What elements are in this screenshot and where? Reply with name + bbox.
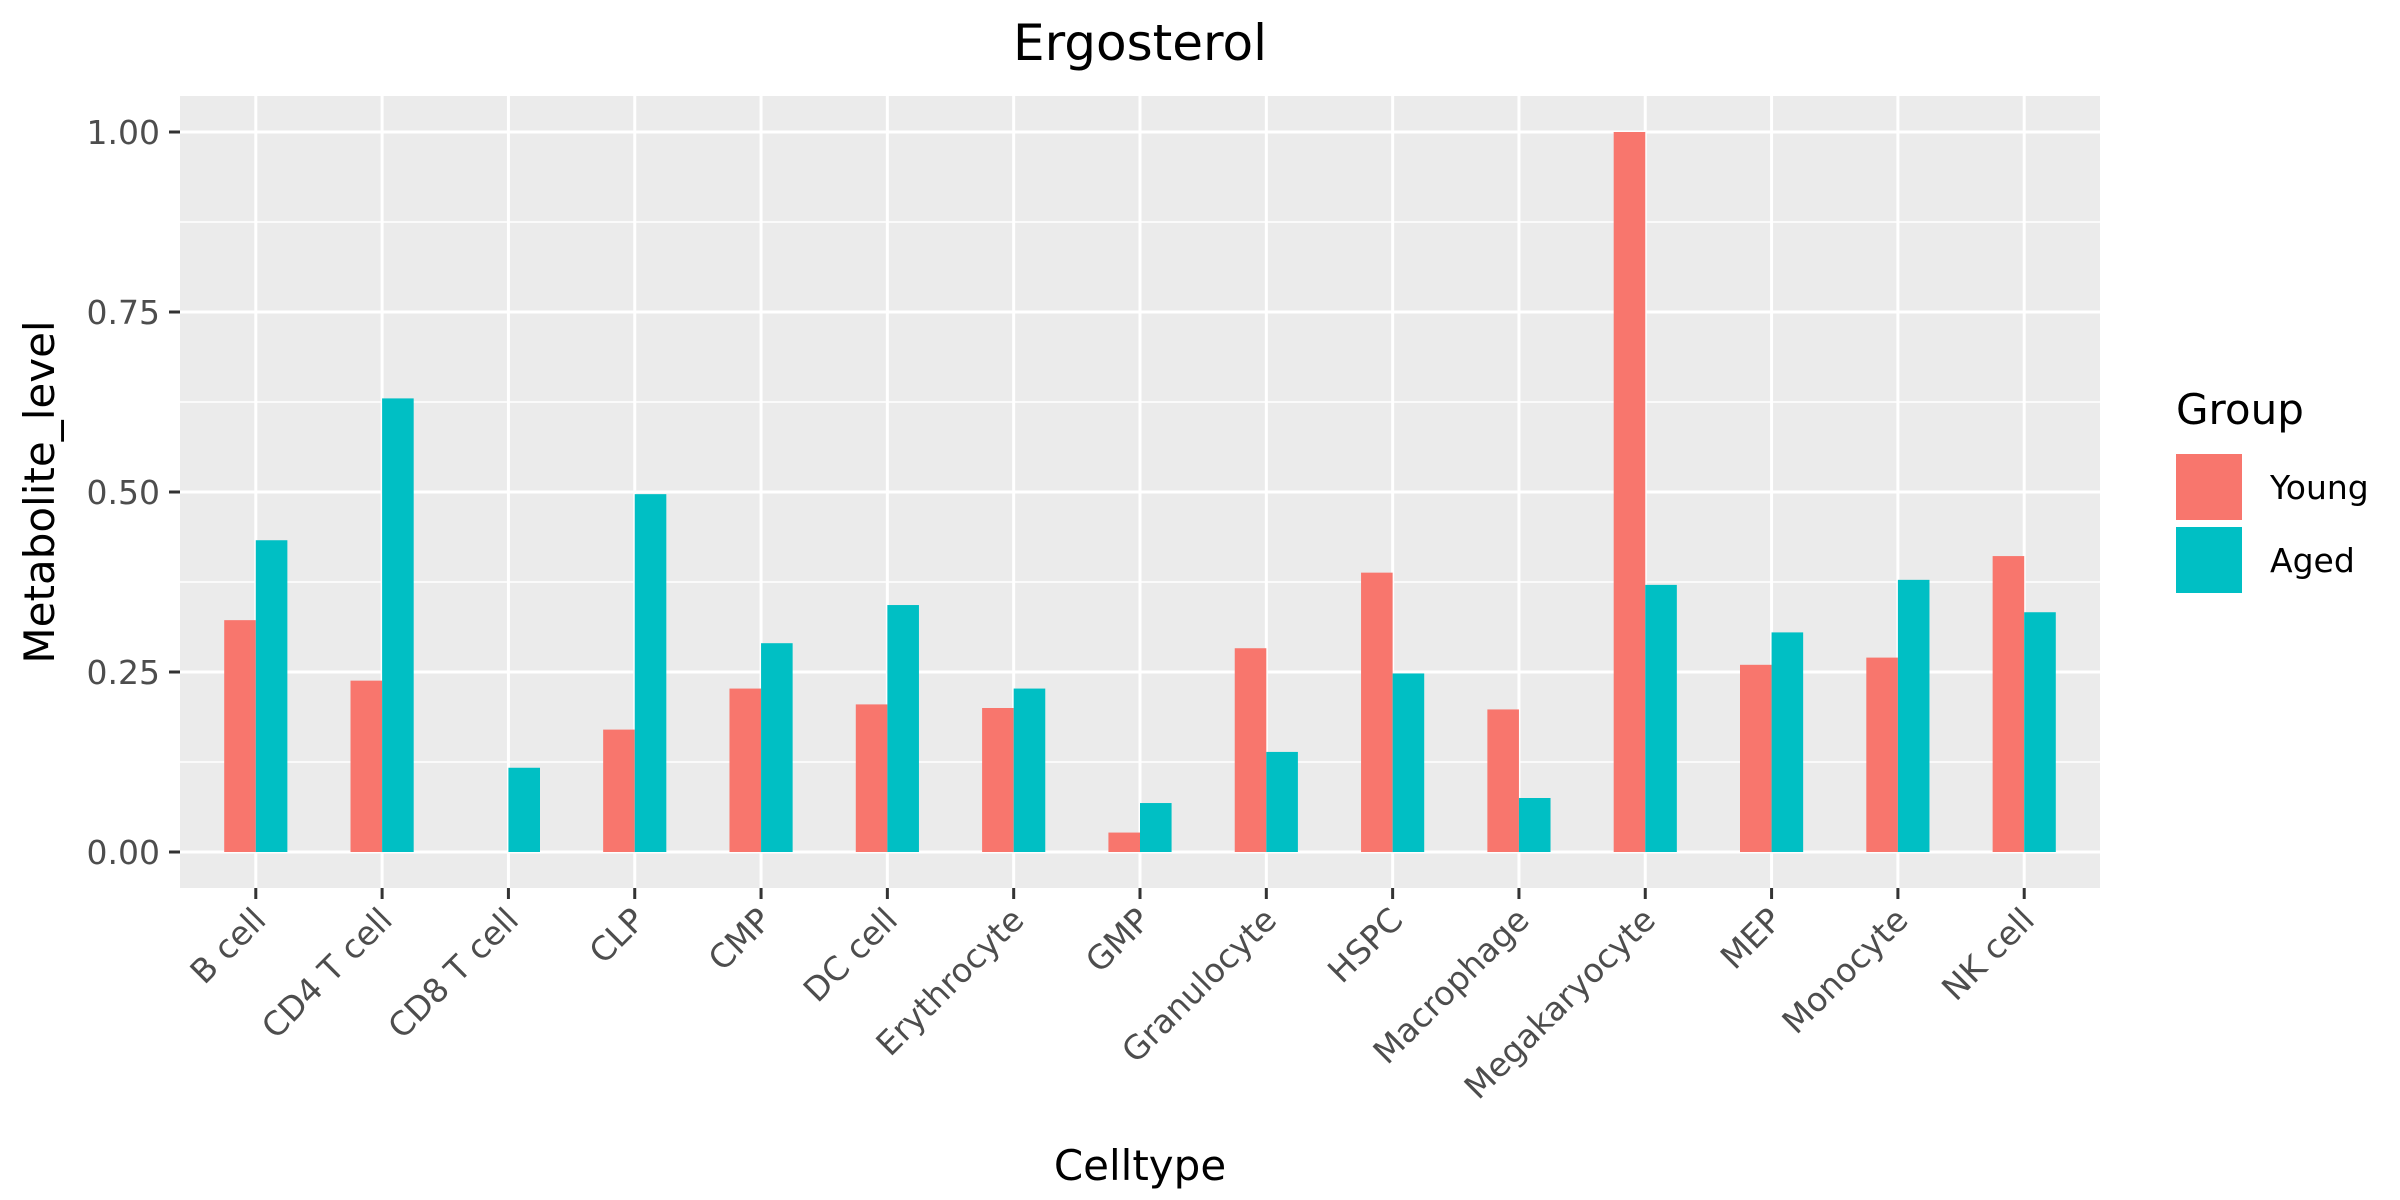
bar-young [1613,132,1646,852]
bar-aged [1266,751,1298,852]
bar-aged [1897,579,1930,852]
x-tick-label: B cell [182,900,273,991]
bar-young [855,704,888,852]
legend-key-young [2176,454,2242,520]
bar-young [350,680,383,852]
y-axis-title: Metabolite_level [15,320,64,663]
x-tick-label: DC cell [796,900,905,1009]
bar-aged [255,540,288,852]
bar-young [982,708,1014,852]
x-tick-label: HSPC [1320,900,1410,990]
bar-young [1866,657,1898,852]
bar-aged [1518,798,1551,852]
bar-aged [887,605,919,852]
bar-aged [1392,673,1425,852]
bar-aged [382,398,414,852]
bar-young [729,688,762,852]
legend-key-aged [2176,527,2242,593]
legend-label-young: Young [2269,468,2369,507]
bar-young [1992,556,2025,852]
bar-aged [634,494,667,852]
x-tick-label: MEP [1713,900,1790,977]
x-tick-label: Monocyte [1774,900,1915,1041]
legend: Group Young Aged [2176,385,2369,593]
bar-young [1108,832,1140,852]
y-tick-label: 0.75 [87,293,160,332]
x-tick-label: CMP [701,900,779,978]
bar-aged [1771,632,1804,852]
legend-label-aged: Aged [2270,541,2355,580]
y-tick-label: 1.00 [87,113,160,152]
bar-young [1361,572,1393,852]
x-tick-label: CD8 T cell [380,900,526,1046]
bar-aged [1140,803,1172,852]
chart-title: Ergosterol [1013,14,1267,72]
bar-aged [1013,688,1046,852]
bar-aged [2024,612,2056,852]
bar-young [1487,709,1519,852]
bar-aged [1645,584,1677,852]
bar-young [603,729,635,852]
x-tick-label: CLP [581,900,652,971]
x-tick-label: CD4 T cell [254,900,400,1046]
bar-young [224,620,256,852]
x-tick-label: NK cell [1934,900,2042,1008]
bar-aged [761,643,793,852]
y-axis: 0.00 0.25 0.50 0.75 1.00 [87,113,180,872]
bars [224,132,2056,852]
legend-title: Group [2176,385,2304,434]
bar-young [1740,664,1772,852]
y-tick-label: 0.00 [87,833,160,872]
bar-young [1234,648,1267,852]
x-tick-label: GMP [1078,900,1158,980]
y-tick-label: 0.50 [87,473,160,512]
bar-aged [508,767,540,852]
y-tick-label: 0.25 [87,653,160,692]
x-axis-title: Celltype [1054,1141,1226,1190]
